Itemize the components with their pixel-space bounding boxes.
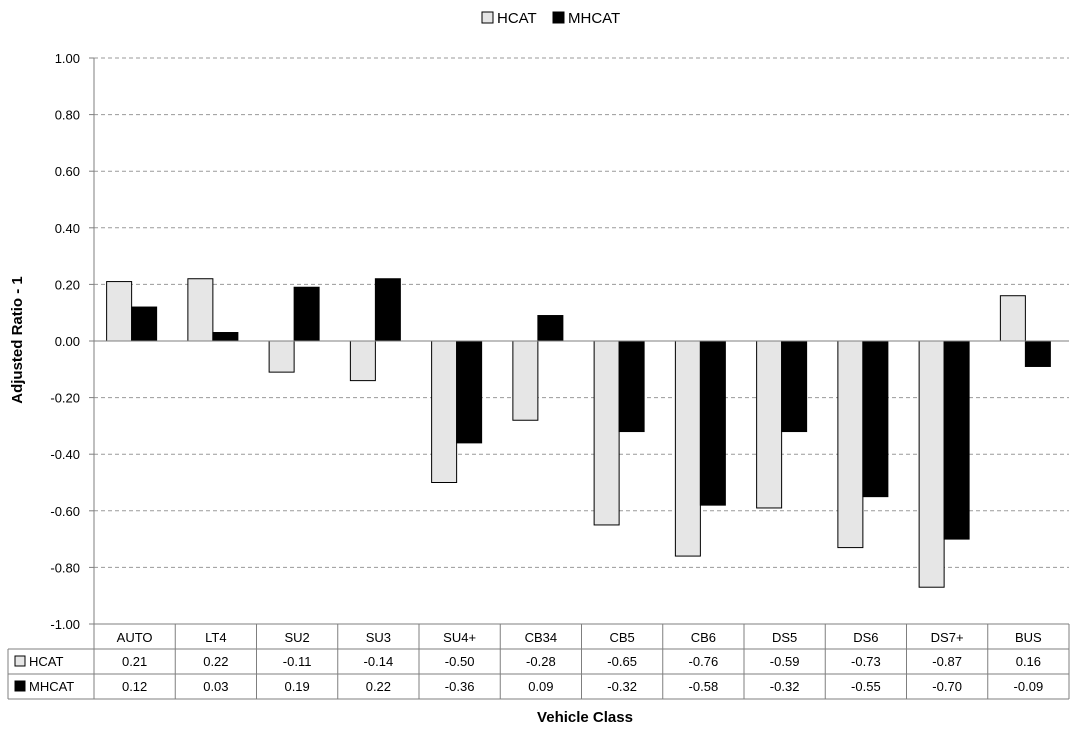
y-tick-label: -1.00 — [50, 617, 80, 632]
x-tick-label: DS6 — [853, 630, 878, 645]
bar-mhcat — [212, 332, 239, 342]
data-label: -0.87 — [932, 654, 962, 669]
x-tick-label: LT4 — [205, 630, 226, 645]
bar-mhcat — [618, 340, 645, 433]
bar-mhcat — [293, 286, 320, 342]
bar-hcat — [512, 340, 539, 421]
data-label: 0.19 — [284, 679, 309, 694]
axes: 1.00 0.80 0.60 0.40 0.20 0.00 -0.20 -0.40 -0.60 -… — [50, 51, 1069, 632]
data-label: 0.03 — [203, 679, 228, 694]
data-label: -0.59 — [770, 654, 800, 669]
x-tick-label: DS7+ — [931, 630, 964, 645]
bar-hcat — [999, 295, 1026, 342]
data-label: 0.21 — [122, 654, 147, 669]
y-tick-label: 0.00 — [55, 334, 80, 349]
table-series-label: HCAT — [29, 654, 63, 669]
y-tick-label: -0.20 — [50, 391, 80, 406]
bar-mhcat — [943, 340, 970, 540]
legend-swatch — [481, 11, 494, 24]
y-tick-label: 0.20 — [55, 277, 80, 292]
bar-mhcat — [537, 315, 564, 342]
data-label: -0.65 — [607, 654, 637, 669]
bar-hcat — [837, 340, 864, 549]
y-axis-label: Adjusted Ratio - 1 — [9, 276, 26, 404]
data-label: -0.73 — [851, 654, 881, 669]
data-label: -0.14 — [364, 654, 394, 669]
data-label: -0.32 — [770, 679, 800, 694]
data-label: -0.50 — [445, 654, 475, 669]
table-legend-key — [14, 655, 26, 667]
bar-mhcat — [699, 340, 726, 506]
x-tick-label: SU3 — [366, 630, 391, 645]
bar-hcat — [756, 340, 783, 509]
legend-label: MHCAT — [568, 10, 620, 27]
bar-hcat — [431, 340, 458, 483]
x-tick-label: CB5 — [609, 630, 634, 645]
x-tick-label: SU2 — [284, 630, 309, 645]
data-label: -0.28 — [526, 654, 556, 669]
x-tick-label: DS5 — [772, 630, 797, 645]
bar-hcat — [349, 340, 376, 382]
bars — [106, 278, 1051, 588]
y-tick-label: -0.40 — [50, 447, 80, 462]
x-axis-label: Vehicle Class — [537, 709, 633, 726]
data-label: 0.16 — [1016, 654, 1041, 669]
x-tick-label: SU4+ — [443, 630, 476, 645]
data-table: AUTO LT4 SU2 SU3 SU4+ CB34 CB5 CB6 DS5 DS6 DS7+ BUS… — [7, 623, 1070, 700]
table-legend-key — [14, 680, 26, 692]
legend-swatch — [552, 11, 565, 24]
data-label: 0.09 — [528, 679, 553, 694]
y-tick-label: 0.40 — [55, 221, 80, 236]
data-label: -0.32 — [607, 679, 637, 694]
bar-hcat — [268, 340, 295, 373]
x-tick-label: BUS — [1015, 630, 1042, 645]
bar-mhcat — [862, 340, 889, 498]
data-label: -0.36 — [445, 679, 475, 694]
bar-hcat — [106, 281, 133, 342]
data-label: -0.55 — [851, 679, 881, 694]
bar-hcat — [918, 340, 945, 588]
data-label: 0.22 — [366, 679, 391, 694]
gridlines — [94, 57, 1069, 568]
bar-hcat — [187, 278, 214, 342]
table-series-label: MHCAT — [29, 679, 74, 694]
bar-mhcat — [781, 340, 808, 433]
y-tick-label: -0.80 — [50, 560, 80, 575]
data-label: 0.12 — [122, 679, 147, 694]
bar-mhcat — [131, 306, 158, 342]
legend-label: HCAT — [497, 10, 537, 27]
x-tick-label: CB34 — [525, 630, 558, 645]
x-tick-label: CB6 — [691, 630, 716, 645]
y-tick-label: 1.00 — [55, 51, 80, 66]
data-label: -0.09 — [1014, 679, 1044, 694]
bar-hcat — [593, 340, 620, 526]
y-tick-label: 0.60 — [55, 164, 80, 179]
bar-mhcat — [1024, 340, 1051, 367]
data-label: -0.58 — [689, 679, 719, 694]
bar-hcat — [674, 340, 701, 557]
y-tick-label: -0.60 — [50, 504, 80, 519]
legend: HCAT MHCAT — [481, 10, 620, 27]
data-label: -0.70 — [932, 679, 962, 694]
data-label: 0.22 — [203, 654, 228, 669]
y-tick-label: 0.80 — [55, 108, 80, 123]
bar-mhcat — [374, 278, 401, 342]
data-label: -0.76 — [689, 654, 719, 669]
bar-mhcat — [456, 340, 483, 444]
x-tick-label: AUTO — [117, 630, 153, 645]
data-label: -0.11 — [283, 654, 312, 669]
